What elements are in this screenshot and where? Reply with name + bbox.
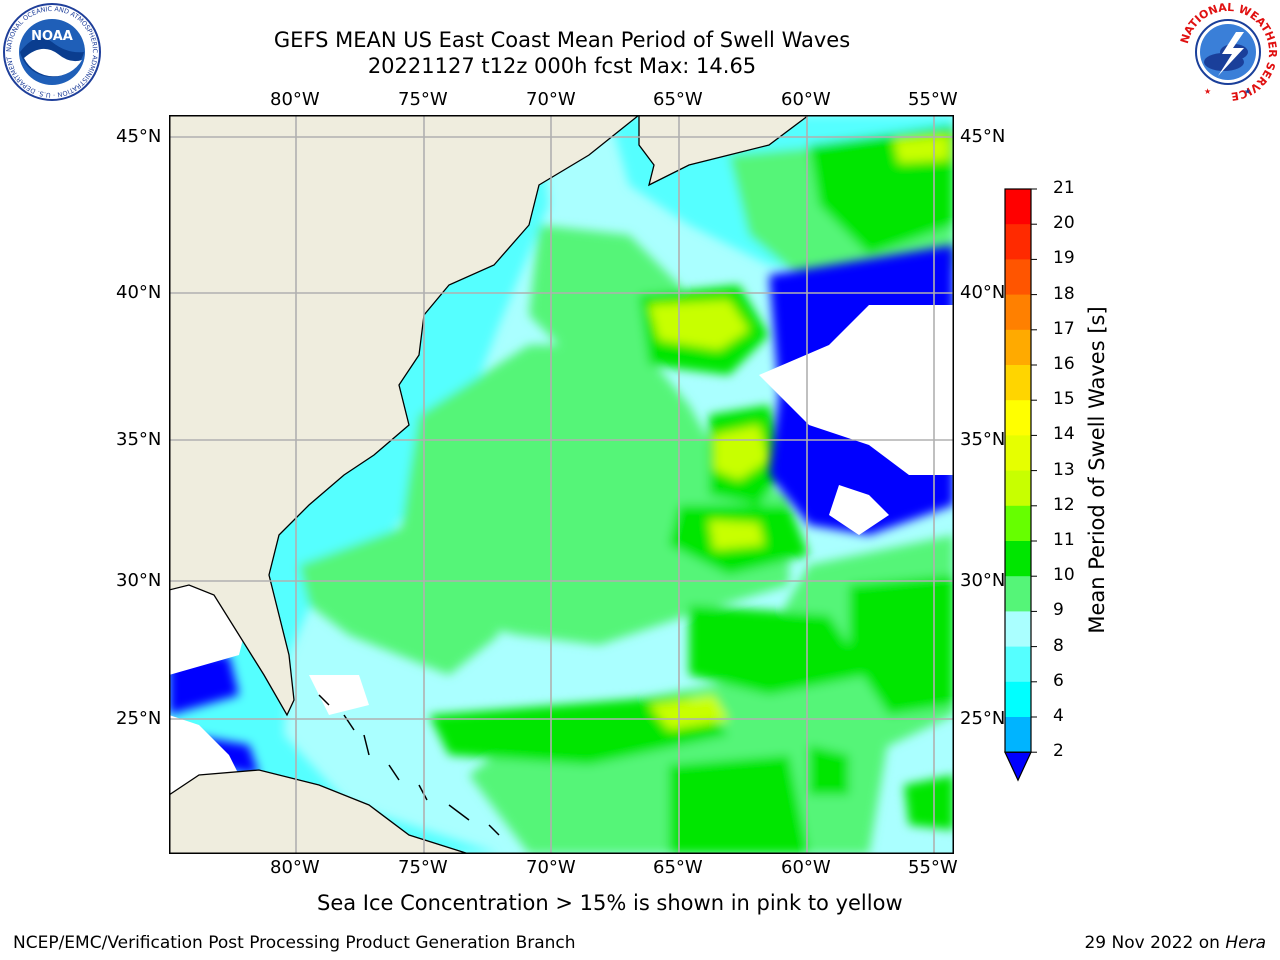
colorbar-tick-label: 21 — [1053, 178, 1075, 198]
land-cuba — [169, 769, 470, 854]
colorbar-swatch — [1005, 294, 1031, 331]
lon-tick-bottom: 60°W — [781, 857, 831, 878]
colorbar-swatch — [1005, 329, 1031, 366]
colorbar-tick-label: 10 — [1053, 565, 1075, 586]
lat-tick-right: 35°N — [960, 429, 1006, 450]
swell-period-map — [169, 115, 954, 854]
colorbar-swatch — [1005, 505, 1031, 542]
colorbar-tick-label: 20 — [1053, 213, 1075, 234]
lat-tick-left: 35°N — [116, 429, 162, 450]
footer-credit: NCEP/EMC/Verification Post Processing Pr… — [13, 933, 576, 953]
colorbar-swatch — [1005, 259, 1031, 296]
chart-subtitle: 20221127 t12z 000h fcst Max: 14.65 — [367, 54, 757, 78]
lat-tick-right: 25°N — [960, 708, 1006, 729]
colorbar-swatch — [1005, 611, 1031, 648]
lat-tick-right: 30°N — [960, 570, 1006, 591]
colorbar-swatch — [1005, 365, 1031, 401]
colorbar-swatch — [1005, 717, 1031, 753]
lat-tick-left: 40°N — [116, 282, 162, 303]
colorbar-tick-label: 6 — [1053, 670, 1064, 691]
colorbar-tick-label: 9 — [1053, 600, 1064, 621]
colorbar-tick-label: 15 — [1053, 389, 1075, 410]
footer-host: Hera — [1225, 933, 1266, 953]
lat-tick-right: 40°N — [960, 282, 1006, 303]
colorbar-swatch — [1005, 435, 1031, 472]
colorbar-swatch — [1005, 646, 1031, 683]
lon-tick-top: 55°W — [908, 89, 958, 110]
colorbar-tick-label: 13 — [1053, 459, 1075, 480]
lat-tick-right: 45°N — [960, 126, 1006, 147]
lat-tick-left: 25°N — [116, 708, 162, 729]
lat-tick-left: 30°N — [116, 570, 162, 591]
colorbar-swatch — [1005, 189, 1031, 225]
land-canada — [638, 115, 811, 187]
colorbar-tick-label: 8 — [1053, 635, 1064, 656]
colorbar-swatch — [1005, 541, 1031, 577]
lon-tick-bottom: 55°W — [908, 857, 958, 878]
lon-tick-top: 75°W — [398, 89, 448, 110]
map-graticule — [169, 115, 954, 854]
colorbar-tick-label: 4 — [1053, 706, 1064, 726]
lon-tick-top: 70°W — [526, 89, 576, 110]
colorbar-swatch — [1005, 400, 1031, 436]
noaa-logo: NATIONAL OCEANIC AND ATMOSPHERIC ADMINIS… — [2, 2, 101, 101]
colorbar-label: Mean Period of Swell Waves [s] — [1085, 306, 1109, 634]
sea-ice-note: Sea Ice Concentration > 15% is shown in … — [317, 891, 903, 915]
colorbar-swatch — [1005, 576, 1031, 612]
colorbar-tick-label: 18 — [1053, 283, 1075, 304]
footer-date: 29 Nov 2022 on Hera — [1084, 933, 1266, 953]
land-us-east-coast — [169, 115, 641, 717]
bahamas-islands — [318, 694, 500, 836]
colorbar-tick-label: 19 — [1053, 248, 1075, 269]
lon-tick-top: 60°W — [781, 89, 831, 110]
lon-tick-top: 80°W — [270, 89, 320, 110]
svg-text:★: ★ — [1244, 87, 1251, 96]
colorbar — [1004, 188, 1037, 782]
colorbar-tick-label: 2 — [1053, 741, 1064, 762]
colorbar-tick-label: 16 — [1053, 354, 1075, 374]
lon-tick-top: 65°W — [653, 89, 703, 110]
colorbar-swatch — [1005, 224, 1031, 260]
lon-tick-bottom: 80°W — [270, 857, 320, 878]
colorbar-tick-label: 17 — [1053, 318, 1075, 339]
colorbar-swatch — [1005, 681, 1031, 718]
chart-title: GEFS MEAN US East Coast Mean Period of S… — [273, 28, 851, 52]
nws-logo: NATIONAL WEATHER SERVICE ★ ★ — [1178, 2, 1278, 102]
colorbar-extend-arrow — [1004, 751, 1032, 782]
svg-text:NOAA: NOAA — [31, 29, 73, 44]
lon-tick-bottom: 65°W — [653, 857, 703, 878]
colorbar-tick-label: 14 — [1053, 424, 1075, 445]
lon-tick-bottom: 70°W — [526, 857, 576, 878]
lon-tick-bottom: 75°W — [398, 857, 448, 878]
svg-text:★: ★ — [1204, 87, 1211, 96]
colorbar-swatch — [1005, 470, 1031, 507]
lat-tick-left: 45°N — [116, 126, 162, 147]
colorbar-tick-label: 11 — [1053, 530, 1075, 550]
colorbar-tick-label: 12 — [1053, 494, 1075, 515]
